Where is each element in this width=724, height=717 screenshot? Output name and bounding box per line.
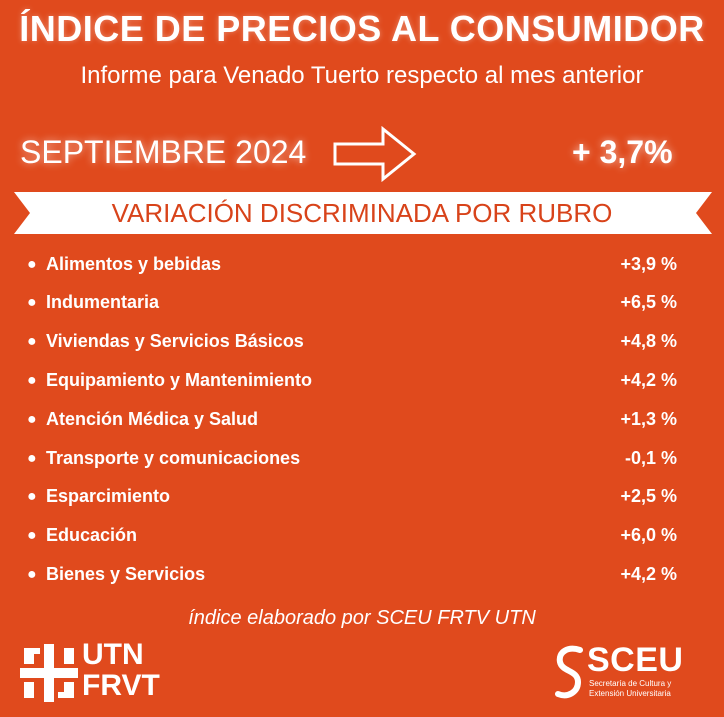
category-label: Transporte y comunicaciones: [46, 448, 301, 468]
category-label: Alimentos y bebidas: [46, 254, 222, 274]
category-label: Indumentaria: [46, 292, 160, 312]
sceu-logo-subtitle: Secretaría de Cultura y Extensión Univer…: [589, 679, 672, 698]
category-label: Equipamiento y Mantenimiento: [46, 370, 313, 390]
bullet-icon: ●: [27, 527, 37, 544]
section-ribbon: [14, 192, 712, 234]
credit-text: índice elaborado por SCEU FRTV UTN: [188, 607, 536, 629]
list-item: ● Indumentaria +6,5 %: [0, 288, 724, 318]
bullet-icon: ●: [27, 372, 37, 389]
category-label: Viviendas y Servicios Básicos: [46, 331, 304, 351]
category-label: Esparcimiento: [46, 486, 171, 506]
right-arrow-icon: [333, 126, 417, 182]
category-value: +4,2 %: [620, 370, 677, 390]
bullet-icon: ●: [27, 411, 37, 428]
list-item: ● Alimentos y bebidas +3,9 %: [0, 250, 724, 280]
bullet-icon: ●: [27, 294, 37, 311]
category-value: +2,5 %: [620, 486, 677, 506]
category-value: +4,2 %: [620, 564, 677, 584]
category-value: +1,3 %: [620, 409, 677, 429]
bullet-icon: ●: [27, 450, 37, 467]
category-label: Bienes y Servicios: [46, 564, 206, 584]
category-value: +6,5 %: [620, 292, 677, 312]
list-item: ● Esparcimiento +2,5 %: [0, 482, 724, 512]
section-title: VARIACIÓN DISCRIMINADA POR RUBRO: [111, 198, 613, 228]
list-item: ● Equipamiento y Mantenimiento +4,2 %: [0, 366, 724, 396]
page-title: ÍNDICE DE PRECIOS AL CONSUMIDOR: [19, 8, 705, 49]
total-change-value: + 3,7%: [572, 134, 673, 170]
utn-logo-icon: [20, 644, 78, 702]
list-item: ● Viviendas y Servicios Básicos +4,8 %: [0, 327, 724, 357]
sceu-logo-icon: [555, 645, 583, 699]
list-item: ● Educación +6,0 %: [0, 521, 724, 551]
category-label: Atención Médica y Salud: [46, 409, 259, 429]
bullet-icon: ●: [27, 256, 37, 273]
category-value: +4,8 %: [620, 331, 677, 351]
page-subtitle: Informe para Venado Tuerto respecto al m…: [80, 62, 644, 89]
sceu-logo-text: SCEU: [587, 641, 684, 679]
category-value: +3,9 %: [620, 254, 677, 274]
bullet-icon: ●: [27, 488, 37, 505]
list-item: ● Bienes y Servicios +4,2 %: [0, 560, 724, 590]
list-item: ● Transporte y comunicaciones -0,1 %: [0, 444, 724, 474]
category-value: +6,0 %: [620, 525, 677, 545]
utn-logo-text: UTN FRVT: [82, 638, 160, 702]
category-value: -0,1 %: [624, 448, 677, 468]
period-label: SEPTIEMBRE 2024: [20, 134, 307, 170]
bullet-icon: ●: [27, 333, 37, 350]
list-item: ● Atención Médica y Salud +1,3 %: [0, 405, 724, 435]
bullet-icon: ●: [27, 566, 37, 583]
category-label: Educación: [46, 525, 138, 545]
